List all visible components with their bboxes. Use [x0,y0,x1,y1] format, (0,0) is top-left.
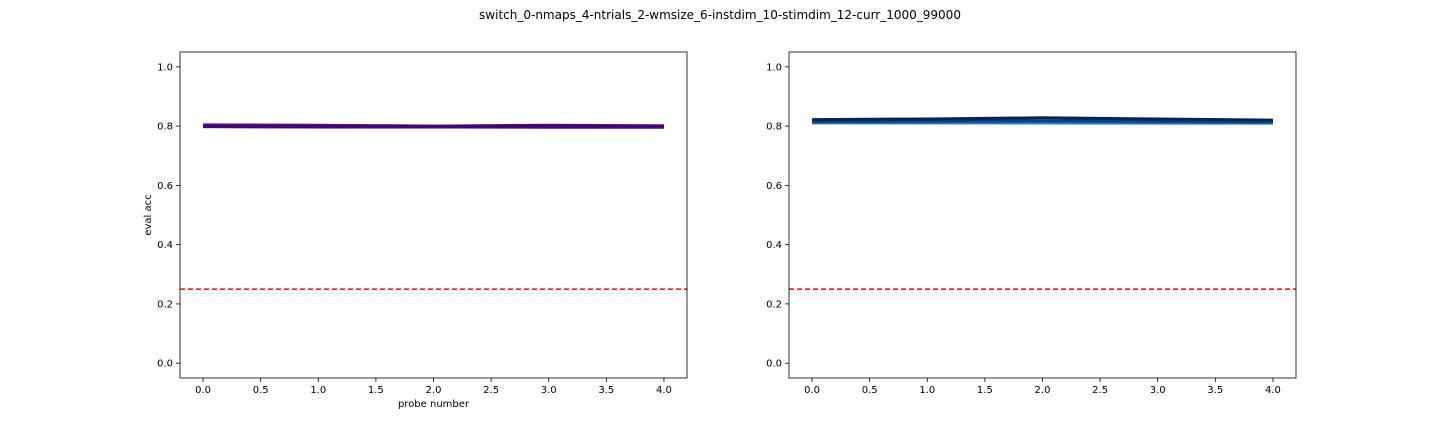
series-line-1 [812,119,1273,124]
x-tick-label: 3.0 [1150,385,1166,396]
x-tick-label: 2.0 [426,385,442,396]
x-tick-label: 2.5 [1092,385,1108,396]
x-tick-label: 3.0 [541,385,557,396]
x-tick-label: 1.0 [310,385,326,396]
y-tick-label: 0.2 [766,299,782,310]
x-tick-label: 1.5 [977,385,993,396]
x-tick-label: 0.0 [804,385,820,396]
x-tick-label: 0.0 [195,385,211,396]
y-tick-label: 0.4 [157,240,173,251]
y-tick-label: 1.0 [157,62,173,73]
axes-frame [788,51,1297,379]
x-tick-label: 0.5 [862,385,878,396]
series-line-2 [203,125,664,129]
y-tick-label: 0.0 [766,359,782,370]
left-subplot: 0.0 0.5 1.0 1.5 2.0 2.5 3.0 3.5 4.0 0.0 0.2 0.4 0.6 0… [143,51,688,410]
x-tick-label: 2.0 [1035,385,1051,396]
series-line-2 [812,116,1273,122]
x-tick-label: 2.5 [483,385,499,396]
right-subplot: 0.0 0.5 1.0 1.5 2.0 2.5 3.0 3.5 4.0 0.0 0.2 0.4 0.6 0… [766,51,1297,396]
y-tick-label: 0.8 [766,122,782,133]
y-tick-label: 0.0 [157,359,173,370]
x-tick-label: 3.5 [1207,385,1223,396]
y-tick-label: 0.6 [157,181,173,192]
axes-frame [179,51,688,379]
y-tick-label: 0.2 [157,299,173,310]
x-tick-label: 0.5 [253,385,269,396]
y-axis-label: eval acc [143,194,154,235]
x-tick-label: 4.0 [656,385,672,396]
x-tick-label: 1.5 [368,385,384,396]
x-tick-label: 4.0 [1265,385,1281,396]
x-tick-label: 1.0 [919,385,935,396]
y-tick-label: 0.8 [157,122,173,133]
x-axis-label: probe number [398,399,470,410]
figure-suptitle: switch_0-nmaps_4-ntrials_2-wmsize_6-inst… [479,8,961,22]
x-tick-label: 3.5 [598,385,614,396]
y-tick-label: 0.6 [766,181,782,192]
y-tick-label: 1.0 [766,62,782,73]
y-tick-label: 0.4 [766,240,782,251]
